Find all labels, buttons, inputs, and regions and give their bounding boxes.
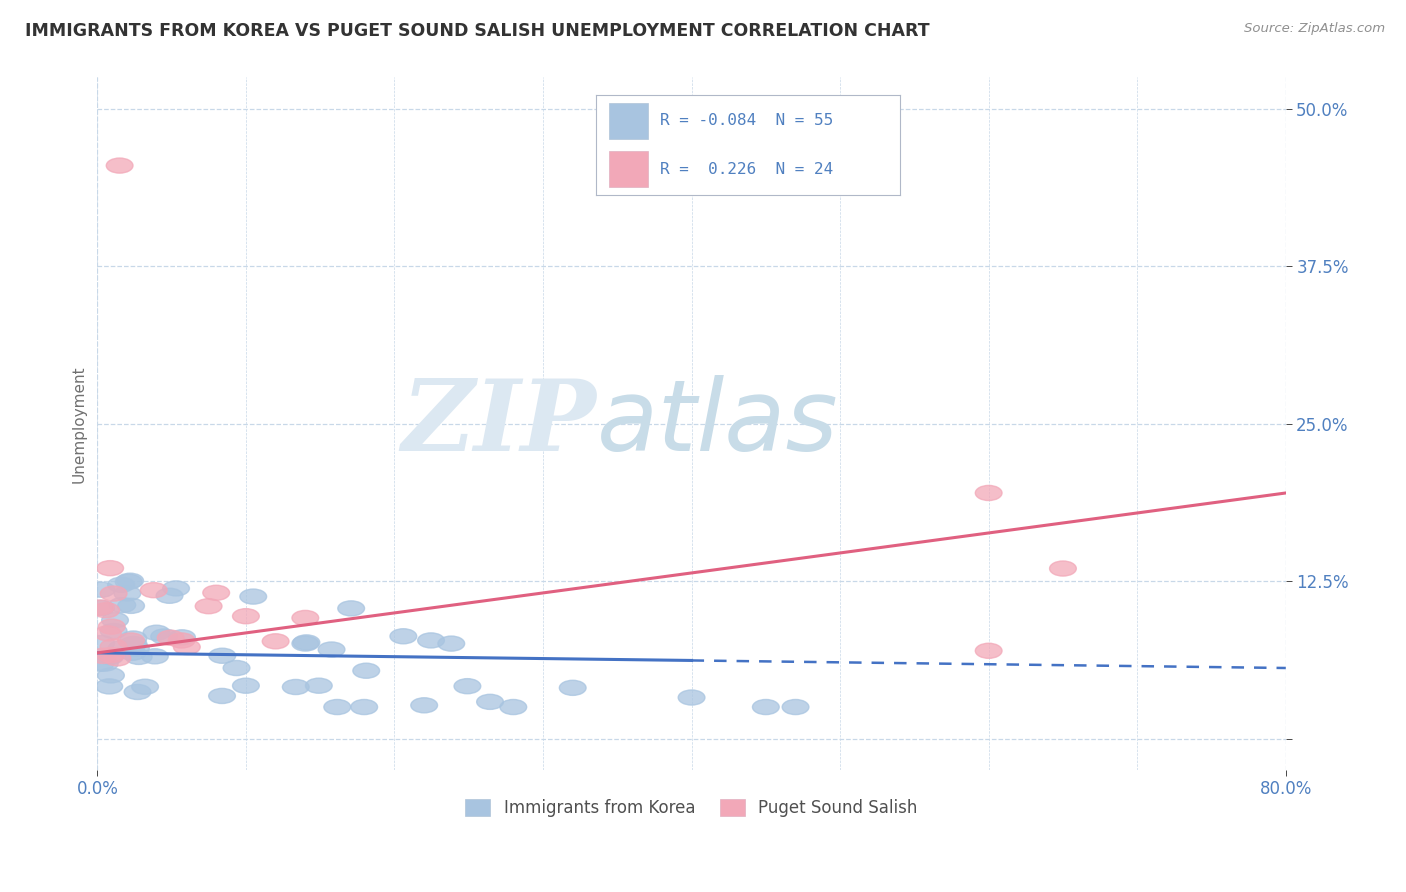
Ellipse shape <box>752 699 779 714</box>
Ellipse shape <box>292 635 319 650</box>
Ellipse shape <box>173 640 200 655</box>
Ellipse shape <box>91 657 118 671</box>
Ellipse shape <box>232 608 259 624</box>
Ellipse shape <box>100 586 127 601</box>
Text: ZIP: ZIP <box>402 376 596 472</box>
Ellipse shape <box>120 631 146 646</box>
Ellipse shape <box>209 648 236 664</box>
Legend: Immigrants from Korea, Puget Sound Salish: Immigrants from Korea, Puget Sound Salis… <box>458 792 925 824</box>
Ellipse shape <box>263 633 290 648</box>
Ellipse shape <box>94 626 121 641</box>
Ellipse shape <box>120 636 146 651</box>
Ellipse shape <box>132 679 159 694</box>
Ellipse shape <box>169 633 195 648</box>
Ellipse shape <box>389 629 416 644</box>
Ellipse shape <box>976 485 1002 500</box>
Ellipse shape <box>232 678 259 693</box>
Ellipse shape <box>337 601 364 616</box>
Ellipse shape <box>418 632 444 648</box>
Ellipse shape <box>318 642 344 657</box>
Ellipse shape <box>100 624 127 639</box>
Ellipse shape <box>283 680 309 695</box>
Text: atlas: atlas <box>596 376 838 472</box>
Ellipse shape <box>305 678 332 693</box>
Ellipse shape <box>411 698 437 713</box>
Ellipse shape <box>122 640 149 656</box>
Ellipse shape <box>87 635 115 650</box>
Ellipse shape <box>120 645 146 660</box>
Ellipse shape <box>118 599 145 614</box>
Ellipse shape <box>97 648 124 663</box>
Ellipse shape <box>108 577 135 592</box>
Ellipse shape <box>976 643 1002 658</box>
Ellipse shape <box>117 574 143 589</box>
Ellipse shape <box>292 610 319 625</box>
Ellipse shape <box>353 663 380 678</box>
Ellipse shape <box>678 690 704 705</box>
Ellipse shape <box>150 629 177 644</box>
Text: Source: ZipAtlas.com: Source: ZipAtlas.com <box>1244 22 1385 36</box>
Ellipse shape <box>477 694 503 709</box>
Ellipse shape <box>108 640 135 656</box>
Ellipse shape <box>104 651 131 666</box>
Ellipse shape <box>100 639 127 654</box>
Ellipse shape <box>97 649 124 665</box>
Ellipse shape <box>87 657 114 672</box>
Ellipse shape <box>87 600 114 615</box>
Ellipse shape <box>97 668 124 683</box>
Ellipse shape <box>101 613 128 628</box>
Ellipse shape <box>782 699 808 714</box>
Ellipse shape <box>169 630 195 645</box>
Ellipse shape <box>157 631 184 645</box>
Ellipse shape <box>124 684 150 699</box>
Ellipse shape <box>141 582 167 598</box>
Ellipse shape <box>107 158 134 173</box>
Ellipse shape <box>501 699 527 714</box>
Ellipse shape <box>437 636 464 651</box>
Ellipse shape <box>292 636 319 651</box>
Ellipse shape <box>142 648 169 664</box>
Ellipse shape <box>202 585 229 600</box>
Ellipse shape <box>108 598 135 613</box>
Ellipse shape <box>1049 561 1077 576</box>
Ellipse shape <box>115 574 142 590</box>
Y-axis label: Unemployment: Unemployment <box>72 365 86 483</box>
Ellipse shape <box>240 589 267 604</box>
Ellipse shape <box>98 619 125 634</box>
Ellipse shape <box>195 599 222 614</box>
Ellipse shape <box>156 588 183 603</box>
Ellipse shape <box>143 625 170 640</box>
Ellipse shape <box>125 649 152 665</box>
Ellipse shape <box>89 582 115 598</box>
Ellipse shape <box>87 600 114 615</box>
Ellipse shape <box>96 679 122 694</box>
Ellipse shape <box>97 560 124 575</box>
Ellipse shape <box>118 633 145 648</box>
Ellipse shape <box>163 581 190 596</box>
Ellipse shape <box>224 660 250 675</box>
Ellipse shape <box>323 699 350 714</box>
Ellipse shape <box>93 603 120 618</box>
Ellipse shape <box>352 699 378 714</box>
Ellipse shape <box>454 679 481 694</box>
Ellipse shape <box>114 586 141 601</box>
Ellipse shape <box>89 648 117 664</box>
Text: IMMIGRANTS FROM KOREA VS PUGET SOUND SALISH UNEMPLOYMENT CORRELATION CHART: IMMIGRANTS FROM KOREA VS PUGET SOUND SAL… <box>25 22 929 40</box>
Ellipse shape <box>560 681 586 696</box>
Ellipse shape <box>208 689 235 704</box>
